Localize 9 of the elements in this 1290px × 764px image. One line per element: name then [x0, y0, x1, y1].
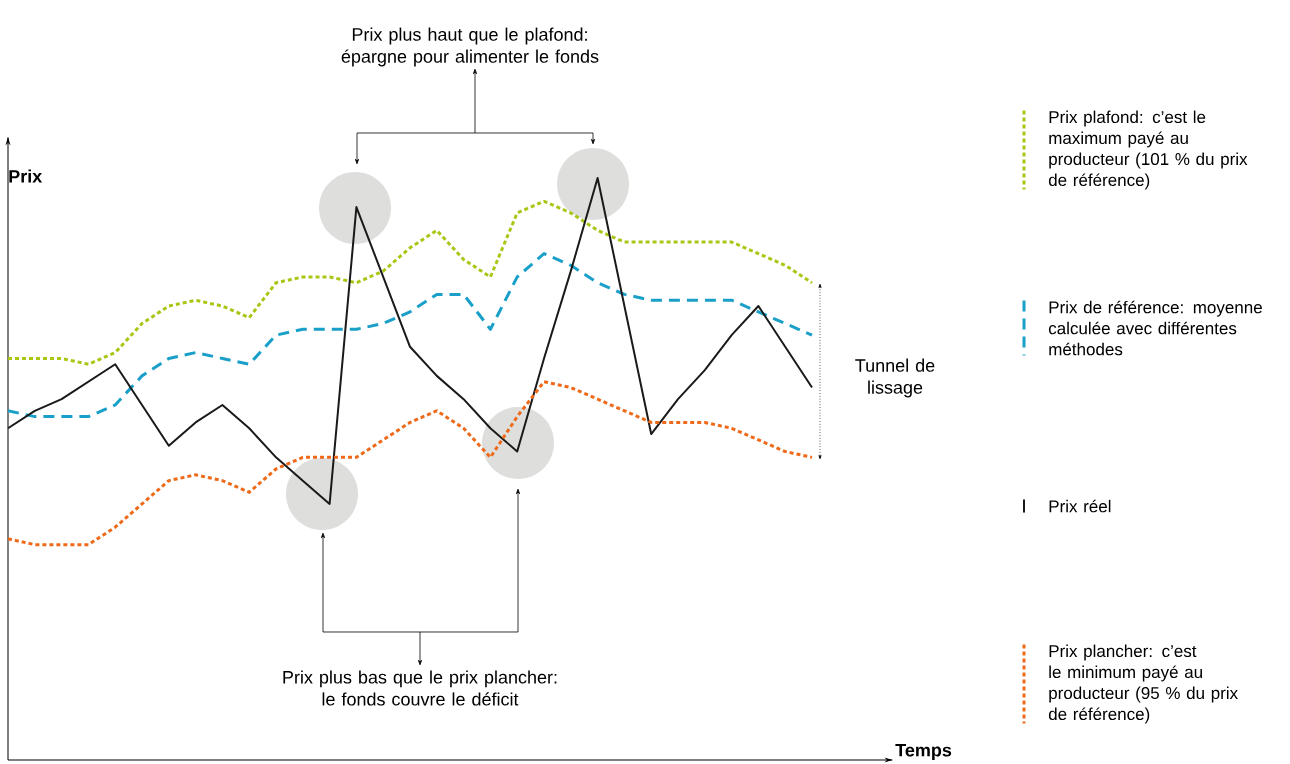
text: Prix plancher: c’est le minimum payé au producteur (95 % du prix de référence)	[1048, 644, 1238, 724]
text: Prix plafond: c’est le maximum payé au producteur (101 % du prix de référence)	[1048, 110, 1248, 190]
text: Tunnel de lissage	[855, 358, 935, 398]
legend-label: Prix réel	[1049, 499, 1111, 513]
x-axis-title: Temps	[895, 743, 952, 761]
y-axis-title: Prix	[9, 169, 43, 183]
text: Prix plus haut que le plafond: épargne pour alimenter le fonds	[341, 27, 599, 67]
text: Prix de référence: moyenne calculée avec différentes méthodes	[1048, 300, 1262, 356]
annotation: Prix plus bas que le prix plancher: le fonds couvre le déficit	[283, 670, 557, 706]
